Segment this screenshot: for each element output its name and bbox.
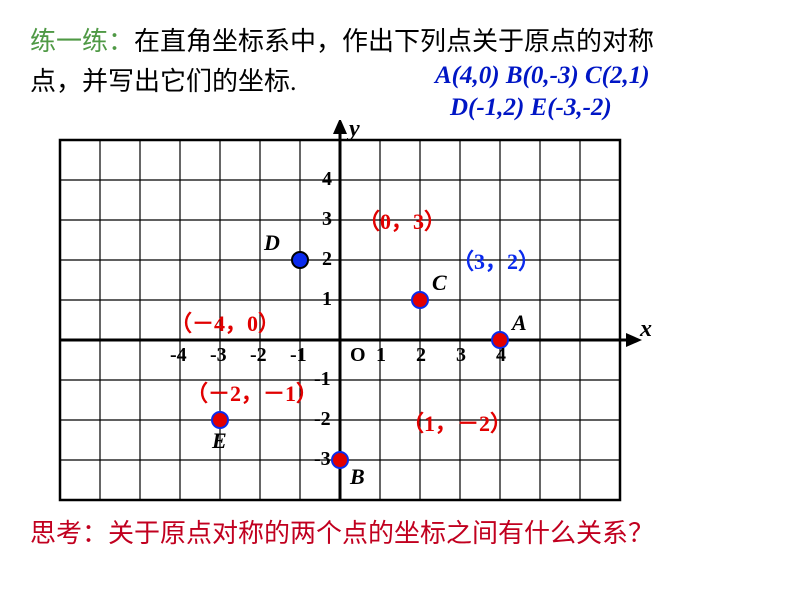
point-label-A: A bbox=[512, 310, 527, 336]
sym-point-label: （0，3） bbox=[358, 204, 446, 236]
x-tick: -4 bbox=[170, 344, 187, 367]
x-tick: 4 bbox=[496, 344, 506, 367]
exercise-header-line2: 点，并写出它们的坐标. bbox=[30, 62, 770, 101]
y-tick: 1 bbox=[322, 288, 332, 311]
origin-label: O bbox=[350, 344, 366, 367]
sym-point-label: （－4，0） bbox=[170, 306, 280, 338]
exercise-header: 练一练：在直角坐标系中，作出下列点关于原点的对称 bbox=[30, 22, 770, 61]
x-tick: 1 bbox=[376, 344, 386, 367]
point-label-E: E bbox=[212, 428, 227, 454]
sym-point-label: （－2，－1） bbox=[186, 376, 318, 408]
x-axis-label: x bbox=[640, 316, 652, 343]
point-label-B: B bbox=[350, 464, 365, 490]
x-tick: 2 bbox=[416, 344, 426, 367]
given-points-line1: A(4,0) B(0,-3) C(2,1) bbox=[435, 62, 650, 90]
footer-text: 思考：关于原点对称的两个点的坐标之间有什么关系？ bbox=[30, 519, 654, 548]
header-line2: 点，并写出它们的坐标. bbox=[30, 67, 297, 96]
x-tick: 3 bbox=[456, 344, 466, 367]
y-tick: 4 bbox=[322, 168, 332, 191]
x-tick: -1 bbox=[290, 344, 307, 367]
footer-question: 思考：关于原点对称的两个点的坐标之间有什么关系？ bbox=[30, 514, 770, 553]
header-prefix: 练一练： bbox=[30, 27, 134, 56]
point-label-C: C bbox=[432, 270, 447, 296]
y-tick: 3 bbox=[322, 208, 332, 231]
header-line1: 在直角坐标系中，作出下列点关于原点的对称 bbox=[134, 27, 654, 56]
y-axis-label: y bbox=[349, 116, 360, 143]
coordinate-chart: O-4-3-2-112344321-1-2-3ABCDE（－4，0）（0，3）（… bbox=[60, 140, 620, 490]
y-tick: -3 bbox=[314, 448, 331, 471]
x-tick: -2 bbox=[250, 344, 267, 367]
y-tick: -2 bbox=[314, 408, 331, 431]
sym-point-label: （3，2） bbox=[452, 244, 540, 276]
chart-svg bbox=[40, 120, 680, 520]
y-tick: 2 bbox=[322, 248, 332, 271]
x-tick: -3 bbox=[210, 344, 227, 367]
sym-point-label: （1，－2） bbox=[402, 406, 512, 438]
point-label-D: D bbox=[264, 230, 280, 256]
given-points-line2: D(-1,2) E(-3,-2) bbox=[450, 94, 612, 122]
